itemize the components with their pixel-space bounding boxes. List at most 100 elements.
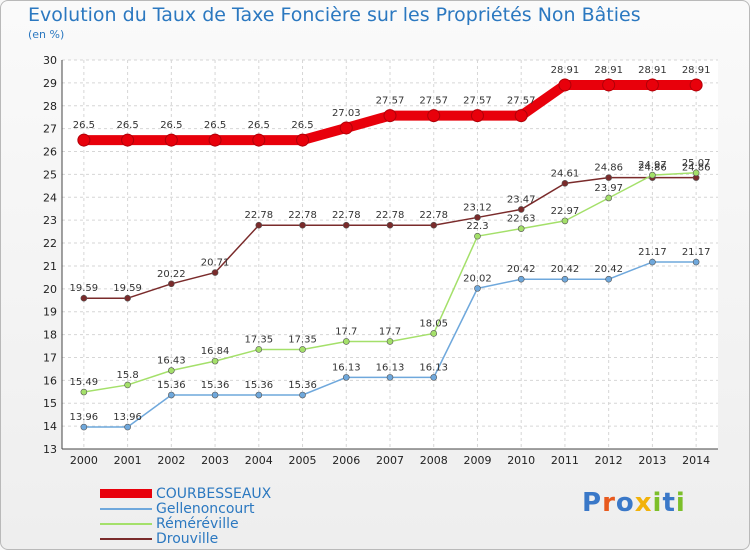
legend-swatch-courbesseaux xyxy=(100,489,152,498)
x-tick-label: 2000 xyxy=(70,454,98,467)
x-tick-label: 2005 xyxy=(289,454,317,467)
data-point-drouville xyxy=(605,174,612,181)
data-point-courbesseaux xyxy=(339,121,353,135)
logo-letter: r xyxy=(602,488,616,518)
data-point-drouville xyxy=(255,221,263,229)
legend-label-courbesseaux: COURBESSEAUX xyxy=(156,485,272,502)
data-label-courbesseaux: 28.91 xyxy=(551,65,580,76)
proxiti-logo: Proxiti xyxy=(582,488,686,518)
data-label-gellenoncourt: 16.13 xyxy=(376,362,405,373)
data-point-remereville xyxy=(255,346,263,353)
data-label-courbesseaux: 26.5 xyxy=(248,120,270,131)
x-tick-label: 2006 xyxy=(332,454,360,467)
data-point-remereville xyxy=(168,367,175,374)
chart-title: Evolution du Taux de Taxe Foncière sur l… xyxy=(28,4,641,26)
data-label-courbesseaux: 27.57 xyxy=(507,96,536,107)
data-label-gellenoncourt: 21.17 xyxy=(682,247,711,258)
data-point-drouville xyxy=(386,221,394,229)
y-tick-label: 26 xyxy=(43,146,57,159)
x-tick-label: 2011 xyxy=(551,454,579,467)
x-tick-label: 2010 xyxy=(507,454,535,467)
data-label-courbesseaux: 28.91 xyxy=(594,65,623,76)
x-tick-label: 2002 xyxy=(157,454,185,467)
y-tick-label: 15 xyxy=(43,397,57,410)
data-point-gellenoncourt xyxy=(474,285,481,292)
legend-label-gellenoncourt: Gellenoncourt xyxy=(156,500,255,517)
data-label-remereville: 22.63 xyxy=(507,214,536,225)
data-label-remereville: 25.07 xyxy=(682,158,711,169)
data-label-gellenoncourt: 20.42 xyxy=(594,264,623,275)
legend-swatch-drouville xyxy=(100,537,152,540)
x-tick-label: 2008 xyxy=(420,454,448,467)
data-point-courbesseaux xyxy=(645,78,659,92)
data-point-courbesseaux xyxy=(558,78,572,92)
x-tick-label: 2004 xyxy=(245,454,273,467)
data-point-remereville xyxy=(649,171,656,179)
data-label-courbesseaux: 28.91 xyxy=(682,65,711,76)
data-point-courbesseaux xyxy=(252,133,266,147)
data-label-remereville: 17.7 xyxy=(379,326,401,337)
x-tick-label: 2013 xyxy=(638,454,666,467)
y-tick-label: 30 xyxy=(43,54,57,67)
y-tick-label: 22 xyxy=(43,237,57,250)
data-point-remereville xyxy=(211,357,219,365)
data-label-courbesseaux: 26.5 xyxy=(116,120,138,131)
logo-letter: P xyxy=(582,488,603,518)
y-tick-label: 20 xyxy=(43,283,57,296)
data-label-gellenoncourt: 20.42 xyxy=(551,264,580,275)
data-point-remereville xyxy=(80,388,88,396)
data-point-courbesseaux xyxy=(121,133,135,147)
data-label-gellenoncourt: 16.13 xyxy=(419,362,448,373)
data-point-gellenoncourt xyxy=(692,258,700,266)
data-label-courbesseaux: 26.5 xyxy=(204,120,226,131)
logo-letter: x xyxy=(634,488,653,518)
data-label-gellenoncourt: 15.36 xyxy=(244,380,273,391)
data-point-gellenoncourt xyxy=(211,391,219,399)
data-point-drouville xyxy=(211,269,219,276)
data-label-drouville: 24.86 xyxy=(682,163,711,174)
data-label-remereville: 18.05 xyxy=(419,318,448,329)
data-point-remereville xyxy=(692,169,700,177)
data-point-courbesseaux xyxy=(77,133,91,147)
data-point-drouville xyxy=(342,221,350,229)
data-label-remereville: 17.7 xyxy=(335,326,357,337)
data-label-drouville: 22.78 xyxy=(376,210,405,221)
data-point-gellenoncourt xyxy=(255,391,263,399)
data-label-remereville: 17.35 xyxy=(244,334,273,345)
data-point-drouville xyxy=(474,214,481,221)
y-tick-label: 28 xyxy=(43,100,57,113)
y-tick-label: 14 xyxy=(43,420,57,433)
legend-item-drouville: Drouville xyxy=(100,531,218,547)
data-point-gellenoncourt xyxy=(342,374,350,381)
data-label-gellenoncourt: 13.96 xyxy=(113,412,142,423)
data-label-drouville: 20.22 xyxy=(157,269,186,280)
data-point-drouville xyxy=(168,280,175,288)
data-point-remereville xyxy=(474,232,481,240)
x-tick-label: 2012 xyxy=(595,454,623,467)
data-point-drouville xyxy=(561,180,569,187)
data-label-remereville: 24.97 xyxy=(638,160,667,171)
logo-letter: o xyxy=(615,488,635,518)
data-point-gellenoncourt xyxy=(649,258,656,266)
data-point-gellenoncourt xyxy=(430,374,438,381)
data-label-gellenoncourt: 15.36 xyxy=(288,380,317,391)
data-label-drouville: 19.59 xyxy=(70,283,99,294)
y-tick-label: 23 xyxy=(43,214,57,227)
data-label-drouville: 22.78 xyxy=(244,210,273,221)
data-point-drouville xyxy=(124,294,131,302)
data-label-remereville: 23.97 xyxy=(594,183,623,194)
data-point-courbesseaux xyxy=(383,109,397,123)
data-point-gellenoncourt xyxy=(80,423,88,431)
x-tick-label: 2009 xyxy=(463,454,491,467)
legend-item-gellenoncourt: Gellenoncourt xyxy=(100,500,255,517)
data-point-remereville xyxy=(299,346,306,353)
legend-swatch-remereville xyxy=(100,522,152,525)
data-point-courbesseaux xyxy=(470,109,484,123)
logo-letter: i xyxy=(675,488,686,518)
data-point-remereville xyxy=(342,338,350,345)
data-label-courbesseaux: 27.03 xyxy=(332,108,361,119)
data-point-gellenoncourt xyxy=(168,391,175,399)
data-label-drouville: 24.86 xyxy=(638,163,667,174)
data-point-remereville xyxy=(561,217,569,225)
